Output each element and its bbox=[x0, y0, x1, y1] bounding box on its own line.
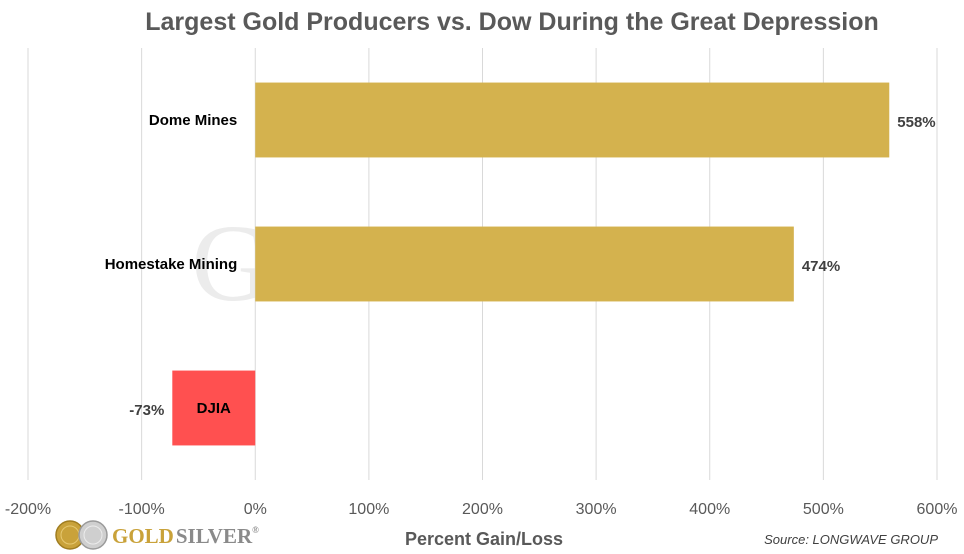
category-label: Homestake Mining bbox=[105, 256, 238, 273]
bar bbox=[172, 370, 256, 446]
category-label: Dome Mines bbox=[149, 112, 237, 129]
x-tick-label: 200% bbox=[462, 501, 503, 518]
bars bbox=[172, 82, 890, 446]
source-note: Source: LONGWAVE GROUP bbox=[764, 532, 938, 547]
chart-title: Largest Gold Producers vs. Dow During th… bbox=[145, 8, 879, 36]
x-tick-label: 600% bbox=[917, 501, 958, 518]
category-labels: Dome Mines Homestake Mining DJIA bbox=[105, 112, 238, 417]
trademark-mark: ® bbox=[252, 525, 259, 535]
x-tick-label: 300% bbox=[576, 501, 617, 518]
logo-text: GOLDSILVER® bbox=[112, 524, 259, 548]
goldsilver-logo: GOLDSILVER® bbox=[55, 520, 259, 550]
value-label: -73% bbox=[129, 402, 164, 419]
logo-silver-word: SILVER bbox=[176, 524, 253, 548]
value-label: 558% bbox=[897, 114, 935, 131]
silver-coin-icon bbox=[78, 520, 108, 550]
x-tick-label: 500% bbox=[803, 501, 844, 518]
category-label: DJIA bbox=[197, 400, 231, 417]
x-axis-label: Percent Gain/Loss bbox=[405, 529, 563, 549]
x-tick-label: 100% bbox=[348, 501, 389, 518]
x-tick-label: -200% bbox=[5, 501, 51, 518]
x-tick-labels: -200% -100% 0% 100% 200% 300% 400% 500% 600% bbox=[5, 501, 958, 518]
bar bbox=[255, 82, 890, 158]
logo-gold-word: GOLD bbox=[112, 524, 174, 548]
x-tick-label: 0% bbox=[244, 501, 267, 518]
value-labels: 558% 474% -73% bbox=[129, 114, 935, 419]
bar bbox=[255, 226, 794, 302]
value-label: 474% bbox=[802, 258, 840, 275]
x-tick-label: -100% bbox=[119, 501, 165, 518]
x-tick-label: 400% bbox=[689, 501, 730, 518]
